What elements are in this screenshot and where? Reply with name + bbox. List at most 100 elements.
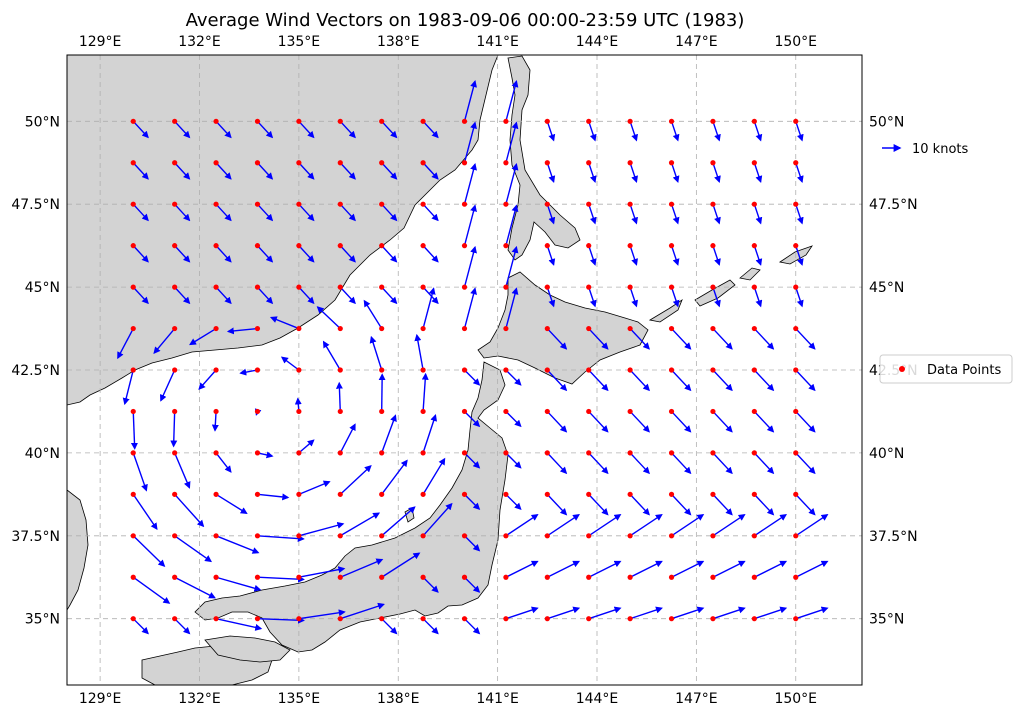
data-point-13 <box>668 616 675 622</box>
data-point-26 <box>503 574 509 580</box>
wind-vector-140 <box>298 286 315 305</box>
y-tick-right-6: 50°N <box>869 114 904 130</box>
wind-vector-98 <box>671 410 692 433</box>
data-point-78 <box>544 450 550 456</box>
y-tick-left-2: 40°N <box>25 446 60 462</box>
land-masses <box>67 55 813 685</box>
data-point-190 <box>254 160 261 166</box>
data-point-46 <box>627 533 633 539</box>
wind-vector-155 <box>215 245 232 263</box>
wind-vector-66 <box>753 493 775 516</box>
data-point-164 <box>586 243 592 249</box>
wind-vector-3 <box>257 616 305 624</box>
wind-vector-30 <box>671 560 705 578</box>
wind-vector-162 <box>505 204 519 246</box>
wind-vector-199 <box>629 162 638 183</box>
wind-vector-7 <box>422 618 439 635</box>
land-sakhalin <box>507 55 581 261</box>
wind-vector-212 <box>463 80 477 122</box>
wind-vector-142 <box>381 286 398 305</box>
data-point-44 <box>544 533 550 539</box>
wind-vector-64 <box>671 493 692 516</box>
data-point-77 <box>503 450 509 456</box>
wind-vector-101 <box>795 410 816 433</box>
data-point-174 <box>296 201 302 207</box>
wind-vector-129 <box>546 328 568 350</box>
data-point-214 <box>544 118 550 124</box>
data-point-83 <box>751 450 757 456</box>
data-point-60 <box>503 491 509 497</box>
data-point-75 <box>420 450 426 456</box>
wind-vector-154 <box>174 245 191 263</box>
wind-vector-97 <box>629 410 650 433</box>
wind-vector-29 <box>629 560 663 578</box>
wind-vector-170 <box>132 203 149 222</box>
wind-vector-53 <box>215 493 248 514</box>
wind-vector-49 <box>753 514 788 537</box>
data-point-17 <box>130 574 136 580</box>
data-point-97 <box>627 408 633 415</box>
wind-vector-80 <box>629 452 650 475</box>
wind-vector-189 <box>215 162 232 180</box>
wind-vector-184 <box>712 203 721 225</box>
wind-vector-114 <box>629 369 650 392</box>
data-point-159 <box>379 243 385 249</box>
data-point-123 <box>296 325 302 332</box>
points-legend-label: Data Points <box>927 363 1001 378</box>
data-point-8 <box>461 616 468 622</box>
data-point-27 <box>544 574 550 580</box>
data-point-201 <box>710 160 716 166</box>
wind-vector-45 <box>588 514 622 537</box>
wind-vector-122 <box>226 327 258 335</box>
wind-vector-32 <box>754 560 788 578</box>
data-point-203 <box>793 160 799 166</box>
wind-vector-179 <box>505 162 519 205</box>
wind-vector-215 <box>588 121 597 142</box>
wind-vector-93 <box>464 410 481 428</box>
wind-vector-216 <box>629 121 638 142</box>
data-point-28 <box>586 574 592 580</box>
data-point-172 <box>213 201 219 207</box>
wind-vector-135 <box>795 328 816 350</box>
wind-vector-72 <box>298 439 315 454</box>
x-tick-top-5: 144°E <box>576 34 619 50</box>
data-point-210 <box>379 118 385 124</box>
wind-vector-134 <box>753 328 775 350</box>
data-point-216 <box>627 118 633 124</box>
wind-vector-50 <box>795 514 829 537</box>
data-point-109 <box>420 367 426 373</box>
data-point-136 <box>130 284 136 290</box>
wind-vector-220 <box>795 121 804 142</box>
x-tick-labels-top: 129°E 132°E 135°E 138°E 141°E 144°E 147°E 150°E <box>79 34 817 50</box>
data-point-87 <box>213 408 219 415</box>
wind-vector-61 <box>546 493 568 516</box>
wind-vector-0 <box>132 618 149 635</box>
data-point-141 <box>337 284 343 290</box>
wind-vector-133 <box>712 328 733 350</box>
wind-vector-1 <box>174 618 191 635</box>
wind-vector-54 <box>257 493 290 501</box>
wind-vector-84 <box>795 452 816 475</box>
data-point-67 <box>793 491 799 497</box>
data-point-63 <box>627 491 633 497</box>
data-point-120 <box>172 325 178 332</box>
data-point-215 <box>586 118 592 124</box>
wind-vector-207 <box>256 120 274 139</box>
wind-vector-69 <box>174 452 191 489</box>
wind-vector-163 <box>546 245 556 266</box>
land-korea <box>67 489 89 611</box>
x-tick-bottom-6: 147°E <box>675 691 718 707</box>
wind-vector-194 <box>422 162 439 180</box>
wind-vector-111 <box>505 369 522 386</box>
data-point-168 <box>751 243 757 249</box>
wind-vector-22 <box>340 558 384 578</box>
data-point-192 <box>337 160 343 166</box>
wind-vector-99 <box>712 410 733 433</box>
data-point-183 <box>668 201 675 207</box>
data-point-72 <box>296 450 302 456</box>
data-point-2 <box>213 616 219 622</box>
wind-vector-10 <box>547 606 581 620</box>
wind-vector-68 <box>132 452 148 492</box>
wind-vector-56 <box>339 465 372 495</box>
wind-vector-195 <box>463 121 477 163</box>
